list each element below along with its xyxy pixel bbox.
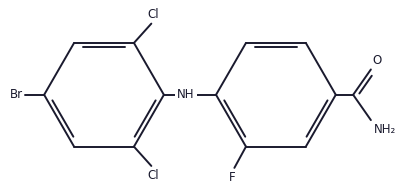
Text: Cl: Cl — [147, 8, 159, 21]
Text: O: O — [373, 54, 382, 66]
Text: NH₂: NH₂ — [374, 123, 396, 136]
Text: Cl: Cl — [147, 169, 159, 182]
Text: NH: NH — [177, 88, 195, 101]
Text: F: F — [229, 171, 236, 184]
Text: Br: Br — [10, 88, 23, 101]
